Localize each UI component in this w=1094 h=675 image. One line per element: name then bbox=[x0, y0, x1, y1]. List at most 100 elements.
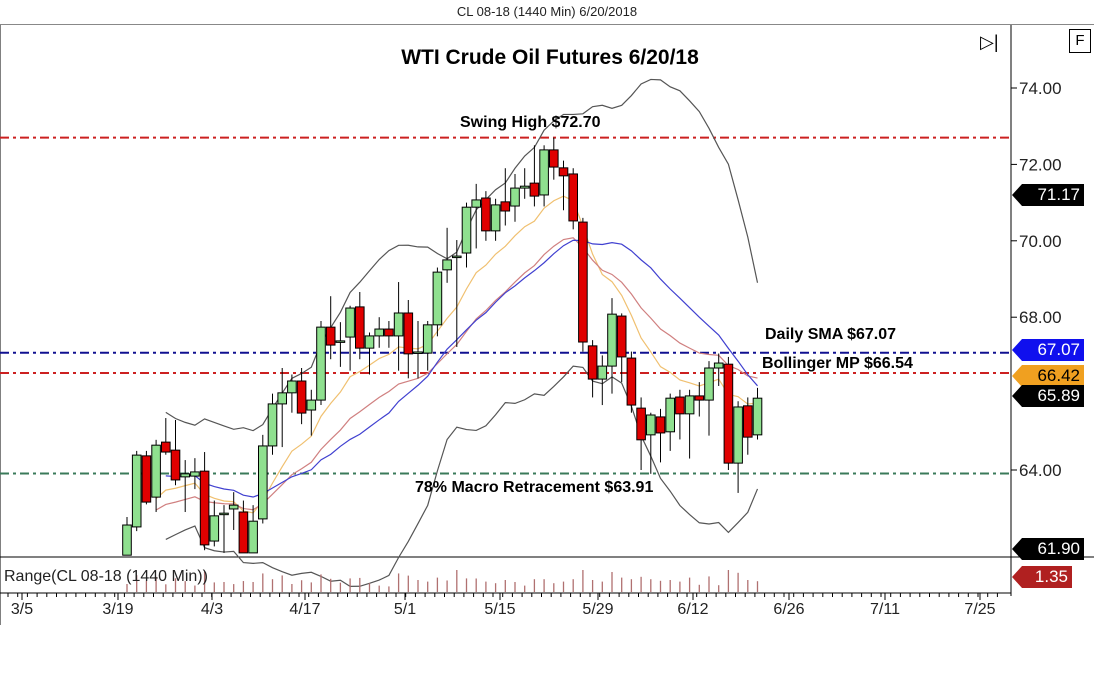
candle-body bbox=[180, 473, 190, 478]
candle-body bbox=[665, 397, 676, 433]
candle-body bbox=[626, 357, 637, 406]
x-tick-label: 3/19 bbox=[102, 601, 133, 618]
candle-body bbox=[238, 511, 249, 554]
candle-body bbox=[161, 441, 171, 453]
x-tick-label: 7/11 bbox=[870, 601, 900, 618]
candle-body bbox=[442, 259, 452, 271]
candle-body bbox=[248, 520, 258, 554]
candle-body bbox=[190, 471, 200, 477]
candle-body bbox=[170, 449, 181, 481]
x-tick-label: 3/5 bbox=[11, 601, 33, 618]
candle-body bbox=[335, 340, 346, 343]
candle-body bbox=[355, 306, 365, 349]
candle-body bbox=[490, 204, 501, 232]
candle-body bbox=[461, 206, 472, 254]
candle-body bbox=[752, 397, 763, 436]
candle-body bbox=[694, 395, 705, 401]
candle-body bbox=[384, 328, 394, 337]
candle-body bbox=[306, 399, 317, 411]
candle-body bbox=[151, 444, 161, 498]
level-annotation: Bollinger MP $66.54 bbox=[762, 355, 913, 372]
candle-body bbox=[481, 197, 491, 232]
candle-body bbox=[597, 365, 608, 380]
candle-body bbox=[733, 406, 743, 464]
candle-body bbox=[500, 201, 511, 212]
x-tick-label: 7/25 bbox=[964, 601, 995, 618]
price-tag: 61.90 bbox=[1012, 538, 1084, 560]
candle-body bbox=[393, 312, 404, 337]
candle-body bbox=[131, 454, 142, 528]
candle-body bbox=[607, 313, 617, 367]
candle-body bbox=[471, 199, 481, 208]
candle-body bbox=[287, 380, 297, 394]
candle-body bbox=[296, 380, 307, 414]
y-tick-label: 70.00 bbox=[1019, 232, 1062, 251]
candle-body bbox=[684, 395, 695, 415]
candle-body bbox=[325, 326, 336, 346]
f-button[interactable]: F bbox=[1069, 29, 1091, 53]
price-tag: 65.89 bbox=[1012, 385, 1084, 407]
chart-header: CL 08-18 (1440 Min) 6/20/2018 bbox=[0, 0, 1094, 25]
price-tag: 71.17 bbox=[1012, 184, 1084, 206]
candle-body bbox=[587, 345, 598, 380]
candle-body bbox=[743, 405, 753, 438]
candle-body bbox=[209, 515, 220, 542]
bollinger-lower-band bbox=[165, 365, 759, 587]
candle-body bbox=[519, 185, 530, 189]
candle-body bbox=[413, 351, 423, 354]
x-tick-label: 4/3 bbox=[201, 601, 223, 618]
candle-body bbox=[723, 363, 734, 464]
candle-body bbox=[578, 221, 588, 343]
candle-body bbox=[345, 307, 355, 338]
header-title: CL 08-18 (1440 Min) 6/20/2018 bbox=[456, 4, 638, 19]
x-tick-label: 6/12 bbox=[677, 601, 708, 618]
candle-body bbox=[403, 312, 414, 355]
y-tick-label: 68.00 bbox=[1019, 308, 1062, 327]
candle-body bbox=[258, 445, 268, 520]
candle-body bbox=[646, 414, 656, 436]
bollinger-upper-band bbox=[165, 78, 759, 432]
candle-body bbox=[539, 149, 549, 196]
chart-title: WTI Crude Oil Futures 6/20/18 bbox=[401, 46, 699, 69]
candle-body bbox=[122, 524, 132, 556]
range-indicator-label: Range(CL 08-18 (1440 Min)) bbox=[4, 568, 208, 585]
bollinger-middle-line bbox=[165, 239, 758, 498]
level-annotation: Swing High $72.70 bbox=[460, 114, 601, 131]
candle-body bbox=[704, 367, 714, 401]
candle-body bbox=[316, 326, 326, 401]
x-tick-label: 5/29 bbox=[582, 601, 613, 618]
y-tick-label: 74.00 bbox=[1019, 79, 1062, 98]
candle-body bbox=[422, 324, 433, 354]
candle-body bbox=[374, 328, 384, 337]
candle-body bbox=[713, 362, 724, 369]
candle-body bbox=[558, 167, 569, 177]
candle-body bbox=[219, 512, 229, 516]
candle-body bbox=[228, 504, 239, 510]
y-tick-label: 72.00 bbox=[1019, 155, 1062, 174]
candle-body bbox=[452, 255, 462, 259]
level-annotation: Daily SMA $67.07 bbox=[765, 326, 897, 343]
candle-body bbox=[364, 335, 375, 349]
candle-body bbox=[616, 315, 627, 358]
candle-body bbox=[675, 396, 685, 415]
candle-body bbox=[510, 187, 520, 207]
level-annotation: 78% Macro Retracement $63.91 bbox=[415, 479, 654, 496]
candle-body bbox=[277, 392, 287, 405]
candle-body bbox=[568, 173, 579, 222]
candle-body bbox=[655, 416, 666, 434]
x-tick-label: 4/17 bbox=[289, 601, 320, 618]
range-value-tag: 1.35 bbox=[1012, 566, 1072, 588]
candle-body bbox=[267, 403, 278, 447]
play-to-end-icon[interactable]: ▷| bbox=[980, 32, 999, 52]
price-tag: 67.07 bbox=[1012, 339, 1084, 361]
x-tick-label: 6/26 bbox=[773, 601, 804, 618]
candle-body bbox=[549, 149, 559, 168]
candle-body bbox=[636, 407, 646, 441]
x-tick-label: 5/15 bbox=[484, 601, 515, 618]
price-tag: 66.42 bbox=[1012, 365, 1084, 387]
candle-body bbox=[432, 271, 443, 326]
x-tick-label: 5/1 bbox=[394, 601, 416, 618]
candle-body bbox=[529, 182, 540, 197]
y-tick-label: 64.00 bbox=[1019, 461, 1062, 480]
